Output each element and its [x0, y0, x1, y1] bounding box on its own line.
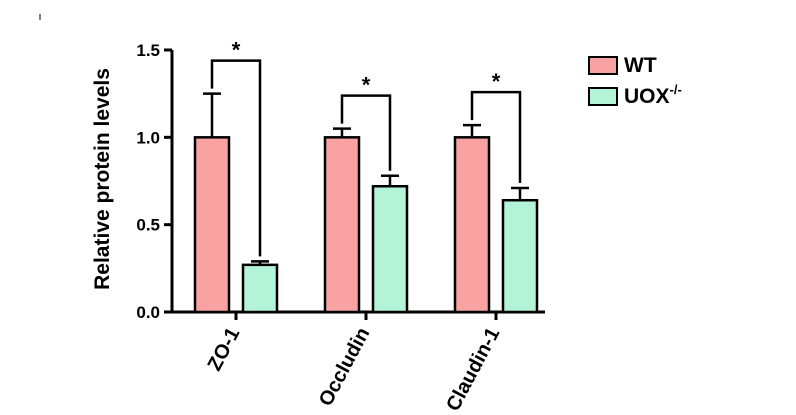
- bar-uox-zo-1: [241, 263, 279, 314]
- y-tick-label: 1.0: [136, 128, 160, 147]
- y-tick-label: 1.5: [136, 41, 160, 60]
- significance-bracket: [210, 59, 262, 257]
- plot-area: 0.0 0.5 1.0 1.5 * ZO-1 * Occludin * Claudin-1: [136, 38, 545, 415]
- bar-uox-claudin-1: [501, 198, 539, 314]
- legend-label-wt: WT: [624, 54, 657, 77]
- significance-marker: *: [232, 38, 241, 63]
- x-category-label: ZO-1: [204, 324, 245, 375]
- y-axis-title: Relative protein levels: [91, 68, 114, 290]
- significance-marker: *: [492, 69, 501, 94]
- legend-label-uox: UOX-/-: [624, 82, 682, 108]
- legend: WT UOX-/-: [588, 54, 682, 108]
- x-category-label: Occludin: [315, 324, 375, 410]
- bar-wt-occludin: [323, 136, 361, 314]
- significance-bracket: [340, 94, 392, 171]
- legend-label-uox-superscript: -/-: [670, 82, 682, 97]
- bar-uox-occludin: [371, 184, 409, 314]
- bar-wt-claudin-1: [453, 136, 491, 314]
- x-category-label: Claudin-1: [442, 324, 504, 415]
- y-tick-label: 0.0: [136, 303, 160, 322]
- bar-wt-zo-1: [193, 136, 231, 314]
- legend-swatch-wt: [588, 56, 618, 75]
- significance-marker: *: [362, 73, 371, 98]
- legend-swatch-uox: [588, 87, 618, 106]
- legend-label-uox-name: UOX: [624, 85, 670, 108]
- significance-bracket: [470, 90, 522, 183]
- y-tick-label: 0.5: [136, 216, 160, 235]
